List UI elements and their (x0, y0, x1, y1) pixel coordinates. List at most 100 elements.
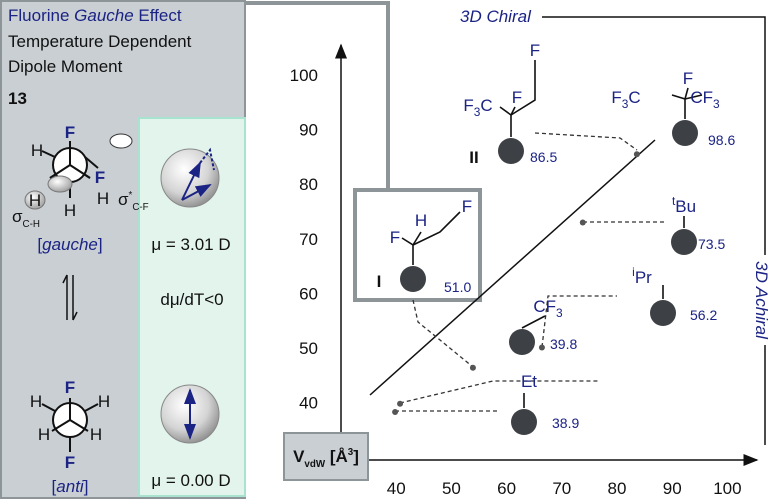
text-part: C (628, 88, 640, 107)
volume-label: 73.5 (698, 236, 725, 252)
substituent-label: F (512, 88, 522, 107)
substituent-label: tBu (672, 194, 696, 216)
text-part: Fluorine (8, 6, 74, 25)
panel-outline (245, 1, 390, 190)
x-label-box (283, 432, 369, 481)
atom-label: H (30, 392, 42, 411)
connector (541, 295, 617, 348)
x-tick-label: 90 (663, 479, 682, 498)
conformer-label: [anti] (52, 477, 89, 496)
atom-label: H (38, 425, 50, 444)
text-part: ] (84, 477, 89, 496)
x-tick-label: 80 (608, 479, 627, 498)
molecule-sphere (498, 138, 524, 164)
dipole-label: μ = 3.01 D (151, 235, 230, 254)
point (392, 408, 399, 415)
molecule-sphere (509, 329, 535, 355)
y-tick-label: 80 (299, 175, 318, 194)
molecule-sphere (650, 300, 676, 326)
text-part: ] (353, 447, 359, 466)
gauche-newman (41, 141, 99, 198)
substituent-label: Et (521, 372, 537, 391)
text-part: i (632, 265, 635, 279)
region-border (542, 16, 766, 445)
dipole-sphere (160, 148, 220, 208)
text-part: F (683, 69, 693, 88)
text-part: Et (521, 372, 537, 391)
substituent-label: F3C (463, 96, 492, 119)
text-part: Gauche (74, 6, 134, 25)
dipole-arrow (181, 147, 215, 201)
atom-label: H (64, 201, 76, 220)
orbital-label: σC-H (12, 207, 40, 230)
text-part: anti (56, 477, 85, 496)
text-part: F (512, 88, 522, 107)
atom-label: H (90, 425, 102, 444)
point (633, 151, 640, 158)
molecule-sphere (671, 229, 697, 255)
compound-tag: I (377, 272, 382, 291)
substituent-label: H (415, 211, 427, 230)
text-part: 3 (474, 105, 481, 119)
text-part: vdW (304, 459, 325, 470)
volume-label: 56.2 (690, 307, 717, 323)
bond (671, 94, 686, 119)
bond (510, 60, 536, 116)
text-part: gauche (42, 235, 98, 254)
y-tick-label: 70 (299, 230, 318, 249)
substituent-label: CF3 (690, 88, 720, 111)
text-part: C-F (132, 202, 148, 213)
connector (534, 132, 638, 151)
point (397, 400, 404, 407)
substituent-label: F (390, 228, 400, 247)
text-part: C-H (23, 219, 40, 230)
text-part: Pr (635, 268, 652, 287)
text-part: C (480, 96, 492, 115)
x-tick-label: 40 (387, 479, 406, 498)
atom-label: H (29, 191, 41, 210)
panel-subtitle: Temperature Dependent (8, 32, 192, 51)
connector (412, 299, 474, 368)
region-label: 3D Chiral (460, 7, 532, 26)
atom-label: F (65, 123, 75, 142)
text-part: F (462, 197, 472, 216)
text-part: F (611, 88, 621, 107)
region-label: 3D Achiral (752, 261, 771, 340)
text-part: 3 (556, 306, 563, 320)
x-tick-label: 50 (442, 479, 461, 498)
orbital (47, 175, 73, 193)
substituent-label: F (530, 41, 540, 60)
atom-label: H (31, 141, 43, 160)
text-part: [Å (325, 447, 348, 466)
molecule-sphere (400, 266, 426, 292)
compound-number: 13 (8, 89, 27, 108)
bond (521, 315, 546, 329)
text-part: ] (98, 235, 103, 254)
x-tick-label: 60 (497, 479, 516, 498)
panel-title: Fluorine Gauche Effect (8, 6, 182, 25)
atom-label: F (65, 453, 75, 472)
substituent-label: CF3 (533, 297, 563, 320)
volume-label: 86.5 (530, 149, 557, 165)
dipole-label: μ = 0.00 D (151, 471, 230, 490)
y-tick-label: 50 (299, 339, 318, 358)
text-part: * (129, 190, 133, 201)
text-part: Bu (675, 197, 696, 216)
text-part: σ (12, 207, 23, 226)
point (469, 364, 476, 371)
compound-tag: II (469, 148, 478, 167)
molecule-sphere (672, 120, 698, 146)
volume-label: 51.0 (444, 279, 471, 295)
atom-label: F (65, 378, 75, 397)
text-part: 3 (348, 447, 354, 458)
bond (684, 87, 689, 100)
atom-label: H (97, 189, 109, 208)
x-tick-label: 70 (552, 479, 571, 498)
bond (412, 211, 461, 246)
text-part: 3 (713, 97, 720, 111)
atom-label: F (95, 168, 105, 187)
connector (399, 380, 600, 404)
text-part: [ (52, 477, 57, 496)
point (579, 219, 586, 226)
